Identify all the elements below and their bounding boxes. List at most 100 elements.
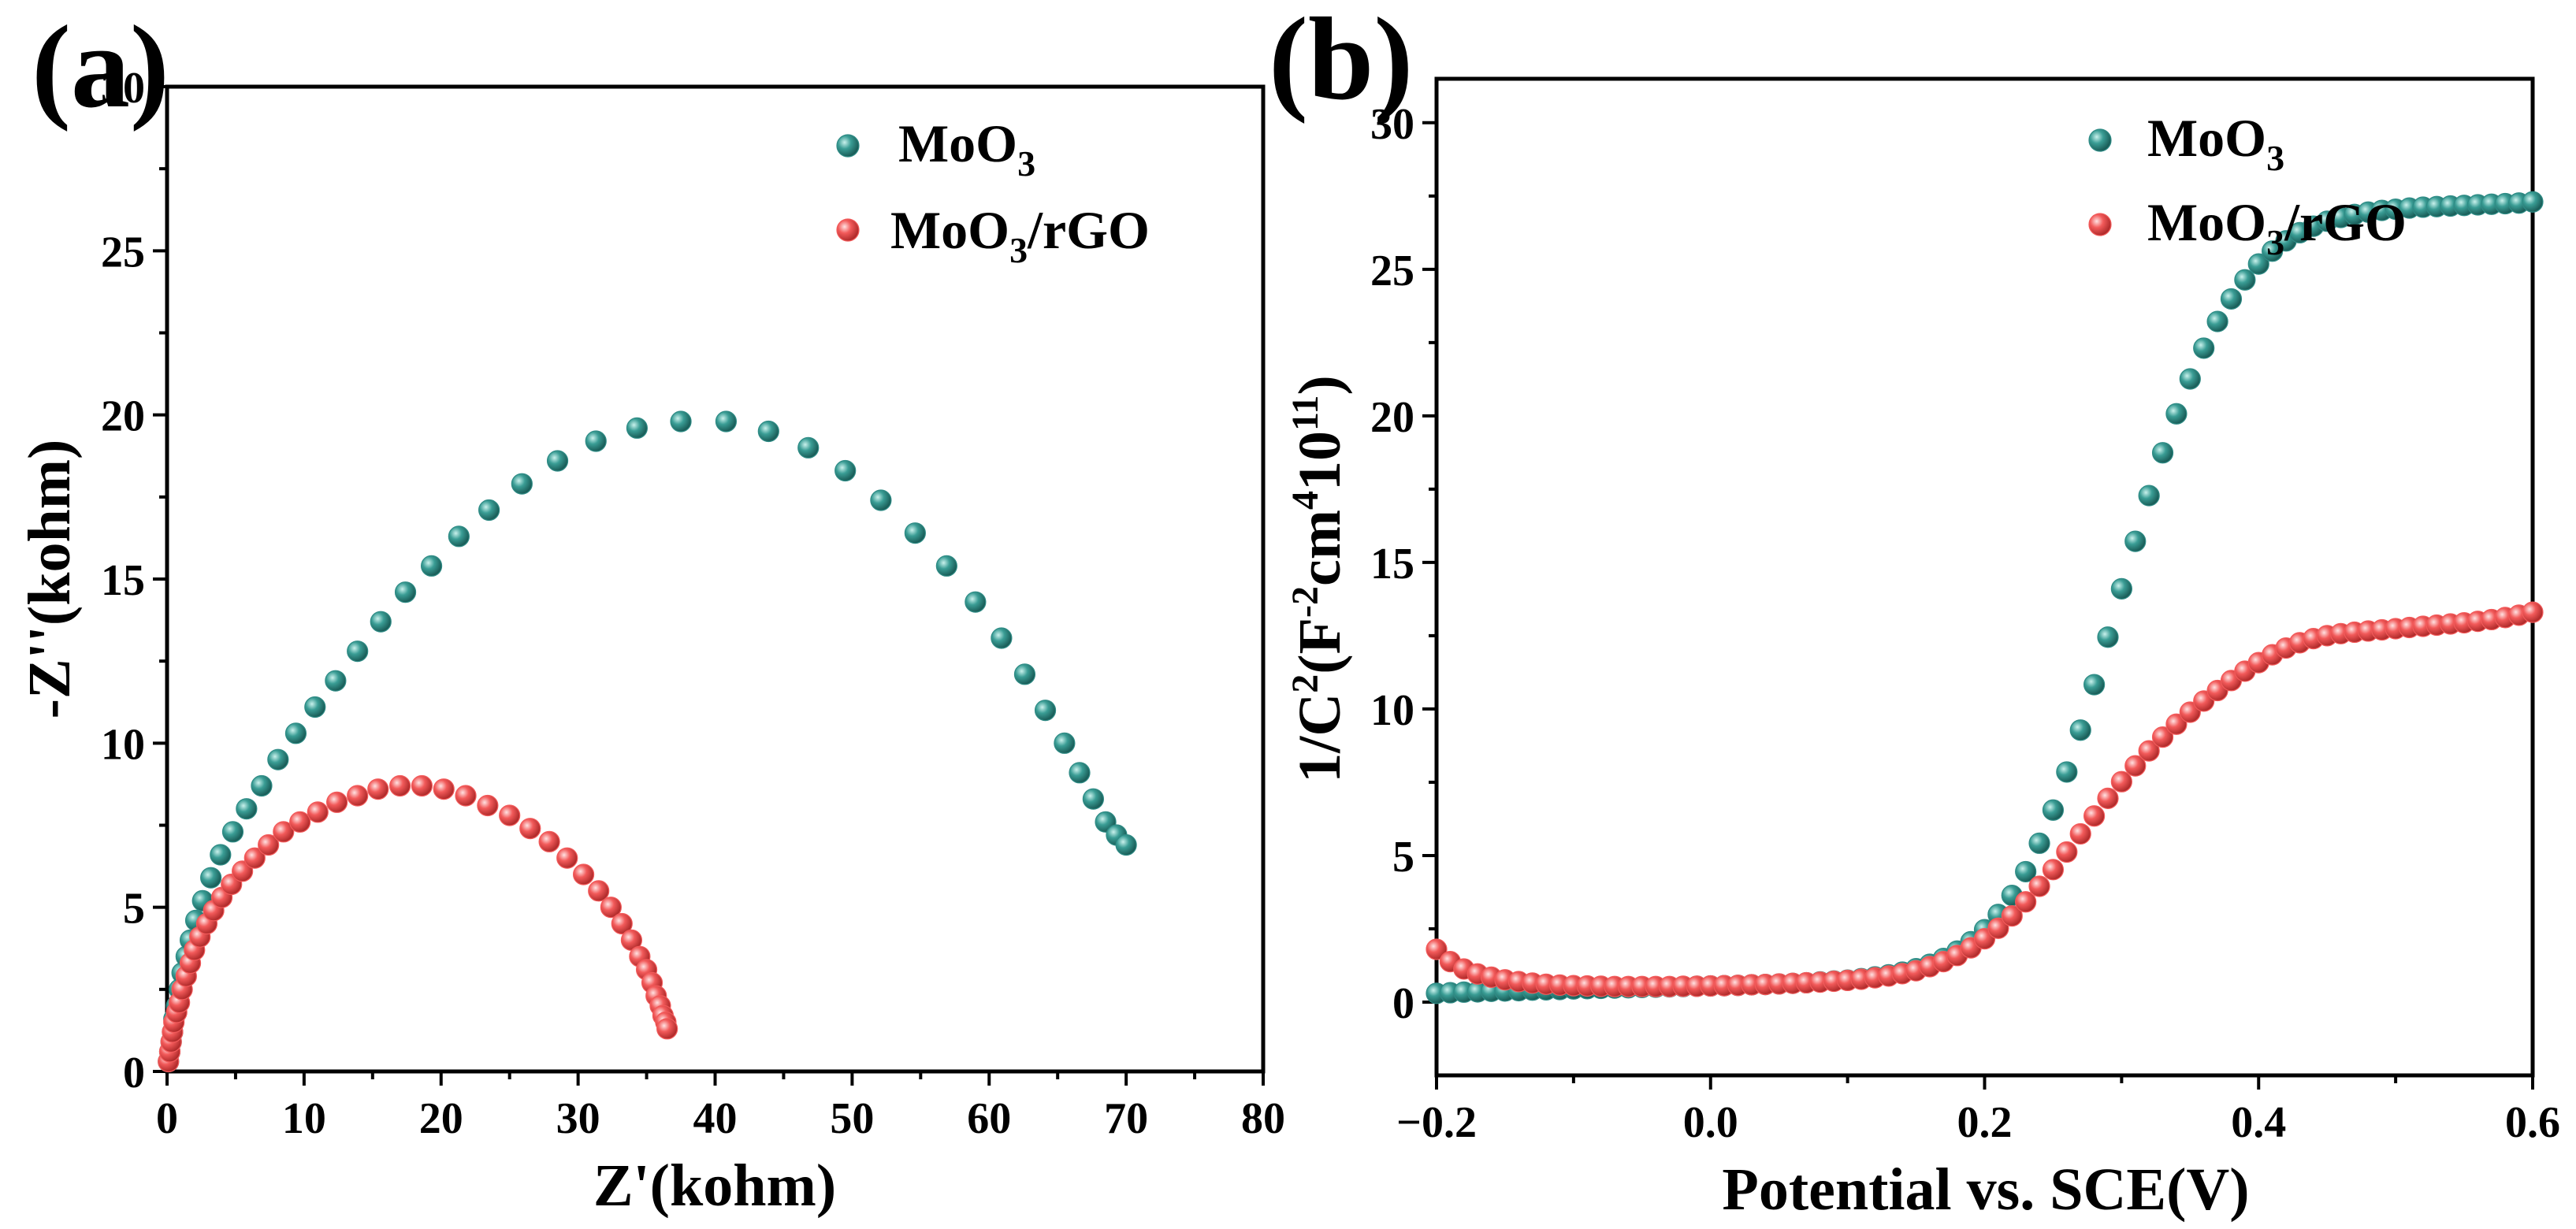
data-point (588, 880, 610, 902)
panel-b-mott-schottky-plot: (b) −0.2 0.0 0.2 0.4 0.6 0 5 10 15 20 25 30 Potent… (1269, 0, 2560, 1223)
data-point (304, 696, 326, 718)
panel-b-legend-marker-moo3 (2088, 128, 2112, 152)
data-point (611, 912, 633, 935)
data-point (670, 410, 692, 433)
x-tick-label: 70 (1104, 1094, 1148, 1143)
data-point (1034, 700, 1057, 722)
data-point (2056, 841, 2078, 863)
panel-a-x-tick-labels: 0 10 20 30 40 50 60 70 80 (156, 1094, 1285, 1143)
data-point (2151, 442, 2174, 464)
panel-b-data-points (1426, 191, 2544, 1004)
data-point (1013, 663, 1036, 685)
panel-a-x-axis-title: Z'(kohm) (593, 1153, 836, 1219)
panel-b-legend-label-moo3-rgo: MoO3/rGO (2147, 192, 2407, 262)
y-tick-label: 15 (101, 556, 145, 605)
data-point (326, 791, 348, 813)
panel-a-data-points (158, 410, 1137, 1073)
y-tick-label: 15 (1370, 540, 1414, 589)
panel-a-legend: MoO3 MoO3/rGO (836, 113, 1150, 270)
y-tick-label: 20 (1370, 393, 1414, 442)
panel-b-legend-marker-moo3-rgo (2088, 213, 2112, 236)
legend-marker (2088, 213, 2112, 236)
data-point (2097, 787, 2119, 810)
data-point (2028, 875, 2050, 897)
data-point (347, 785, 369, 807)
data-point (433, 778, 455, 800)
panel-b-y-tick-labels: 0 5 10 15 20 25 30 (1370, 100, 1414, 1028)
data-point (904, 522, 926, 544)
data-point (2247, 253, 2269, 275)
data-point (2151, 726, 2174, 748)
data-point (411, 774, 433, 797)
data-point (236, 798, 258, 820)
data-point (2138, 485, 2160, 507)
panel-a-legend-label-moo3: MoO3 (898, 113, 1035, 184)
data-point (499, 804, 521, 826)
data-point (2069, 719, 2091, 741)
panel-b-x-axis-title: Potential vs. SCE(V) (1722, 1157, 2249, 1223)
data-point (325, 670, 347, 692)
data-point (2522, 191, 2544, 213)
data-point (455, 785, 477, 807)
y-tick-label: 30 (1370, 100, 1414, 149)
data-point (267, 748, 289, 770)
data-point (2179, 368, 2201, 390)
x-tick-label: 0.4 (2231, 1098, 2286, 1147)
data-point (2165, 403, 2188, 425)
panel-b-legend-label-moo3: MoO3 (2147, 108, 2284, 178)
data-point (1069, 762, 1091, 784)
data-point (2001, 904, 2023, 927)
data-point (585, 430, 607, 452)
y-tick-label: 10 (101, 720, 145, 769)
data-point (1082, 788, 1104, 810)
legend-marker (836, 218, 860, 242)
data-point (511, 473, 533, 495)
data-point (1426, 938, 1448, 960)
data-point (258, 834, 280, 856)
panel-b-label: (b) (1269, 0, 1413, 124)
data-point (715, 410, 738, 433)
data-point (2522, 601, 2544, 623)
x-tick-label: 0 (156, 1094, 178, 1143)
data-point (251, 774, 273, 797)
x-tick-label: 20 (419, 1094, 463, 1143)
data-point (200, 867, 222, 889)
data-point (2124, 755, 2147, 777)
data-point (546, 450, 569, 472)
data-point (2042, 859, 2065, 881)
legend-marker (836, 134, 860, 158)
data-point (284, 722, 307, 744)
data-point (478, 499, 500, 522)
series-moo3 (1426, 191, 2544, 1004)
data-point (935, 555, 957, 577)
data-point (2015, 891, 2037, 913)
panel-a-legend-label-moo3-rgo: MoO3/rGO (890, 200, 1150, 270)
data-point (2042, 799, 2065, 821)
x-tick-label: 10 (282, 1094, 326, 1143)
data-point (394, 581, 417, 603)
x-tick-label: 0.2 (1957, 1098, 2013, 1147)
data-point (370, 611, 392, 633)
data-point (2056, 761, 2078, 783)
data-point (232, 860, 254, 882)
data-point (600, 897, 622, 919)
data-point (273, 821, 295, 843)
data-point (965, 591, 987, 613)
panel-b-ticks (1422, 121, 2534, 1090)
y-tick-label: 10 (1370, 686, 1414, 735)
data-point (2110, 577, 2132, 600)
data-point (2110, 770, 2132, 793)
data-point (347, 640, 369, 663)
data-point (556, 847, 578, 869)
data-point (2028, 832, 2050, 854)
data-point (367, 778, 389, 800)
data-point (210, 844, 232, 866)
x-tick-label: 0.0 (1683, 1098, 1738, 1147)
panel-a-y-axis-title: -Z''(kohm) (17, 440, 83, 719)
data-point (519, 818, 541, 840)
data-point (2206, 310, 2228, 332)
x-tick-label: 30 (556, 1094, 600, 1143)
data-point (2069, 822, 2091, 845)
data-point (2015, 860, 2037, 883)
